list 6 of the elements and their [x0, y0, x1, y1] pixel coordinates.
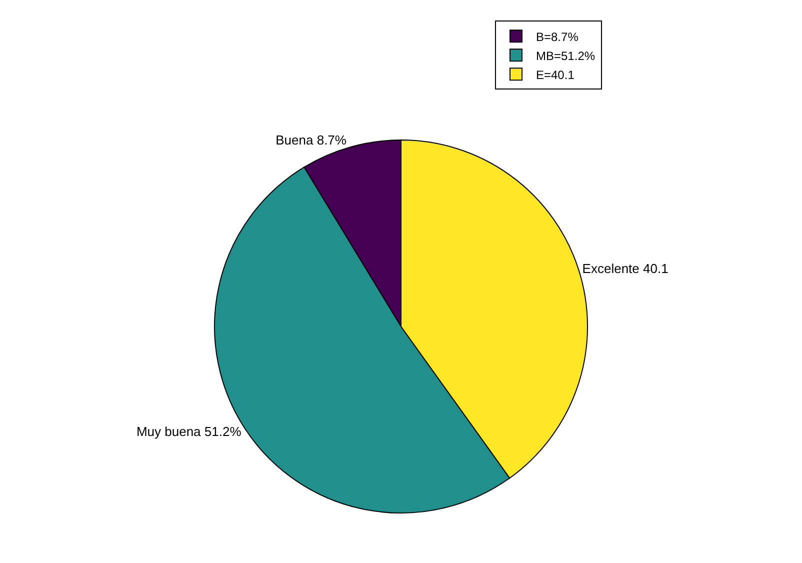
data-label: Buena 8.7%	[276, 132, 347, 148]
legend-label: B=8.7%	[536, 30, 579, 44]
legend-label: E=40.1	[536, 68, 575, 82]
legend-label: MB=51.2%	[536, 48, 596, 63]
data-label: Muy buena 51.2%	[136, 424, 242, 440]
data-label: Excelente 40.1	[582, 261, 668, 276]
